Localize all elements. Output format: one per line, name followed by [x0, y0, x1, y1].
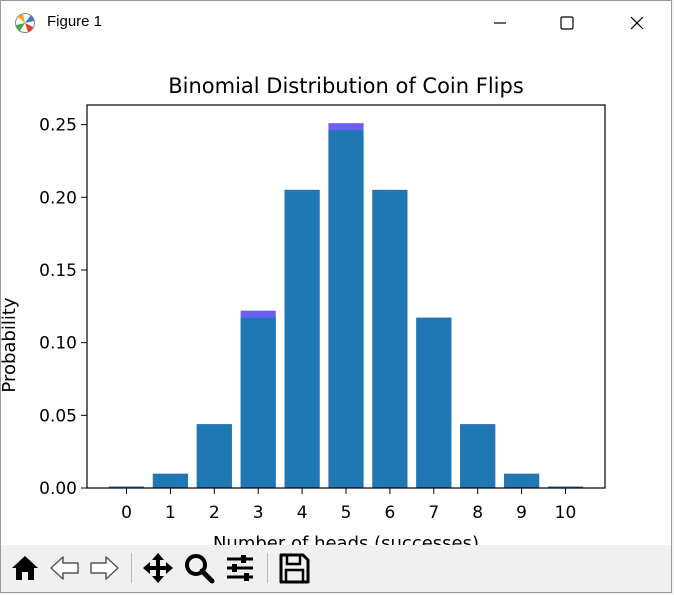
close-button[interactable]: [614, 1, 660, 45]
maximize-icon: [560, 16, 574, 30]
maximize-button[interactable]: [544, 1, 590, 45]
y-tick-label: 0.25: [39, 116, 77, 136]
x-tick-label: 5: [341, 503, 352, 523]
minimize-icon: [494, 22, 506, 24]
bar-series1-0: [108, 486, 145, 488]
bar-series1-1: [152, 473, 188, 488]
zoom-button[interactable]: [182, 551, 216, 585]
forward-button[interactable]: [87, 551, 121, 585]
pan-button[interactable]: [141, 551, 175, 585]
save-disk-icon: [279, 553, 310, 584]
toolbar-separator: [131, 553, 132, 583]
bar-chart: Binomial Distribution of Coin Flips 0.00…: [1, 74, 606, 545]
bar-series1-9: [504, 473, 540, 488]
title-bar[interactable]: Figure 1: [1, 1, 671, 45]
home-button[interactable]: [8, 551, 42, 585]
back-arrow-icon: [50, 556, 79, 580]
zoom-magnifier-icon: [185, 554, 215, 584]
bar-series1-6: [372, 189, 408, 488]
x-tick-label: 3: [253, 503, 264, 523]
x-tick-label: 1: [165, 503, 176, 523]
y-tick-label: 0.10: [39, 334, 77, 354]
x-tick-label: 7: [428, 503, 439, 523]
y-tick-label: 0.05: [39, 406, 77, 426]
bar-series1-3: [240, 317, 276, 488]
x-tick-label: 10: [555, 503, 577, 523]
back-button[interactable]: [48, 551, 82, 585]
axes-frame: [86, 104, 606, 489]
pan-move-icon: [143, 553, 173, 583]
figure-canvas[interactable]: Binomial Distribution of Coin Flips 0.00…: [1, 45, 671, 545]
y-tick-label: 0.00: [39, 479, 77, 499]
bar-series1-2: [196, 424, 232, 488]
bar-series1-4: [284, 189, 320, 488]
configure-subplots-icon: [227, 555, 253, 581]
x-tick-label: 9: [516, 503, 527, 523]
x-tick-label: 4: [297, 503, 308, 523]
x-tick-label: 2: [209, 503, 220, 523]
configure-subplots-button[interactable]: [223, 551, 257, 585]
save-button[interactable]: [277, 551, 311, 585]
bar-series1-5: [328, 130, 364, 488]
home-icon: [12, 556, 38, 580]
x-tick-label: 0: [121, 503, 132, 523]
window-title: Figure 1: [47, 13, 103, 30]
navigation-toolbar: [1, 545, 671, 592]
x-tick-label: 6: [384, 503, 395, 523]
x-axis-label: Number of heads (successes): [213, 533, 479, 545]
bar-series1-8: [460, 424, 496, 488]
toolbar-separator: [267, 553, 268, 583]
bar-series1-7: [416, 317, 452, 488]
bar-series1-10: [547, 486, 584, 488]
y-tick-label: 0.15: [39, 261, 77, 281]
close-icon: [630, 16, 644, 30]
minimize-button[interactable]: [477, 1, 523, 45]
chart-title: Binomial Distribution of Coin Flips: [168, 74, 524, 98]
x-tick-label: 8: [472, 503, 483, 523]
y-tick-label: 0.20: [39, 188, 77, 208]
y-axis-label: Probability: [1, 297, 20, 392]
matplotlib-icon: [15, 13, 35, 33]
forward-arrow-icon: [90, 556, 119, 580]
